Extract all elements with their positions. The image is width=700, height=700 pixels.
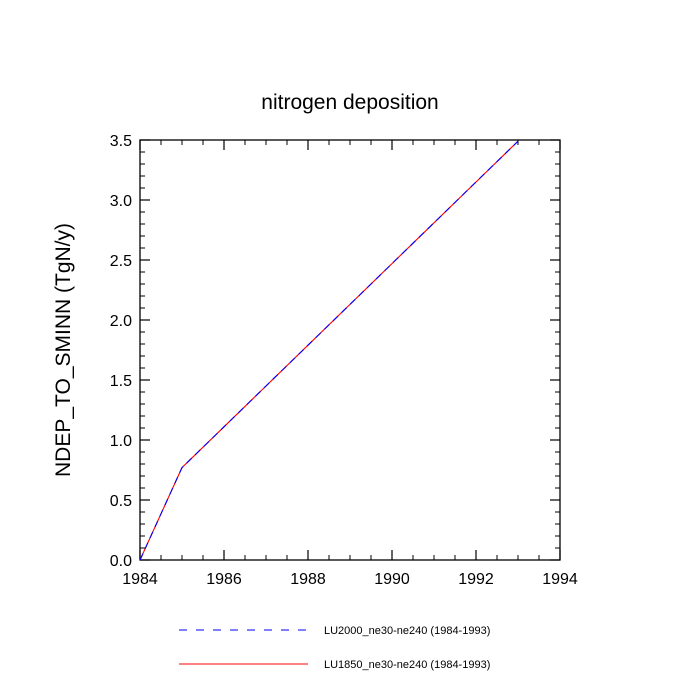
y-tick-label: 0.0 <box>110 553 132 570</box>
plot-axes: 1984 1986 1988 1990 1992 1994 0.0 0.5 1.0 1.5 2.0 2… <box>110 133 578 588</box>
series-line-1 <box>139 140 519 561</box>
y-axis-label: NDEP_TO_SMINN (TgN/y) <box>52 223 75 477</box>
y-tick-label: 0.5 <box>110 493 132 510</box>
x-tick-label: 1986 <box>206 571 242 588</box>
series-line-2 <box>139 140 519 561</box>
x-tick-label: 1988 <box>290 571 326 588</box>
plot-frame <box>139 139 561 561</box>
legend: LU2000_ne30-ne240 (1984-1993) LU1850_ne30… <box>179 625 490 671</box>
series-group <box>139 140 519 561</box>
y-tick-label: 2.0 <box>110 313 132 330</box>
x-tick-label: 1992 <box>458 571 494 588</box>
x-tick-label: 1990 <box>374 571 410 588</box>
legend-label-2: LU1850_ne30-ne240 (1984-1993) <box>324 659 490 671</box>
y-tick-label: 1.0 <box>110 433 132 450</box>
y-tick-label: 1.5 <box>110 373 132 390</box>
x-tick-label: 1994 <box>542 571 578 588</box>
y-tick-label: 3.5 <box>110 133 132 150</box>
legend-label-1: LU2000_ne30-ne240 (1984-1993) <box>324 625 490 637</box>
chart-title: nitrogen deposition <box>261 91 438 114</box>
y-tick-label: 3.0 <box>110 193 132 210</box>
x-tick-label: 1984 <box>122 571 158 588</box>
y-tick-label: 2.5 <box>110 253 132 270</box>
